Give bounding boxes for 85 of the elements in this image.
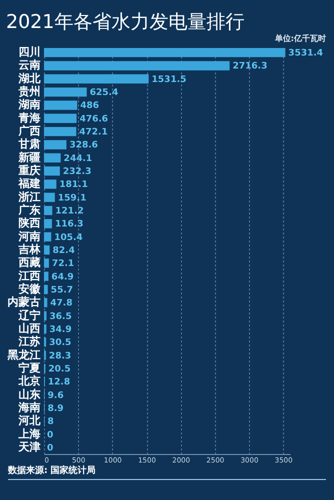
- bar: [44, 166, 60, 176]
- y-tick-label: 青海: [18, 111, 40, 124]
- y-tick-label: 西藏: [18, 256, 40, 270]
- data-label: 1531.5: [152, 74, 186, 85]
- y-tick-label: 安徽: [18, 282, 42, 296]
- data-label: 47.8: [50, 298, 72, 309]
- data-label: 625.4: [90, 88, 118, 98]
- y-tick-label: 北京: [18, 374, 40, 388]
- y-tick-label: 湖北: [18, 72, 42, 85]
- data-label: 64.9: [51, 272, 74, 282]
- data-label: 30.5: [49, 338, 72, 348]
- y-tick-label: 重庆: [18, 164, 40, 178]
- bar: [44, 219, 52, 228]
- data-label: 20.5: [48, 364, 71, 374]
- data-label: 472.1: [79, 128, 108, 138]
- y-tick-label: 上海: [18, 427, 40, 440]
- data-label: 8.9: [48, 404, 64, 414]
- data-label: 9.6: [48, 390, 64, 401]
- y-tick-label: 广东: [18, 204, 40, 217]
- bar: [44, 232, 52, 242]
- bar: [44, 48, 286, 58]
- data-label: 232.3: [62, 167, 92, 178]
- bar: [44, 180, 56, 189]
- data-label: 486: [80, 101, 100, 112]
- y-tick-label: 内蒙古: [8, 296, 40, 309]
- data-label: 105.4: [54, 232, 83, 243]
- data-label: 3531.4: [288, 48, 324, 59]
- bar: [44, 258, 49, 268]
- data-label: 476.6: [80, 114, 108, 124]
- data-label: 2716.3: [232, 62, 268, 72]
- bar: [44, 284, 48, 294]
- bar: [44, 126, 76, 136]
- y-tick-label: 四川: [18, 46, 40, 59]
- y-tick-label: 辽宁: [18, 308, 40, 322]
- bar: [44, 206, 52, 216]
- y-tick-label: 天津: [18, 440, 40, 454]
- y-tick-label: 河南: [18, 230, 40, 243]
- y-tick-label: 黑龙江: [6, 348, 40, 362]
- y-tick-label: 湖南: [18, 98, 40, 112]
- bar: [44, 153, 61, 162]
- bar: [44, 87, 87, 97]
- y-tick-label: 江苏: [18, 335, 40, 348]
- bar: [44, 100, 78, 110]
- data-label: 72.1: [52, 259, 74, 270]
- y-tick-label: 浙江: [18, 190, 40, 204]
- data-label: 55.7: [50, 285, 74, 296]
- bar: [44, 140, 66, 150]
- bar: [44, 272, 48, 281]
- data-label: 121.2: [55, 206, 84, 217]
- y-tick-label: 海南: [18, 400, 40, 414]
- bar: [44, 114, 77, 123]
- y-tick-label: 广西: [18, 124, 40, 138]
- data-label: 159.1: [58, 193, 86, 204]
- data-label: 328.6: [69, 140, 98, 151]
- y-tick-label: 吉林: [18, 243, 42, 256]
- source-note: 数据来源: 国家统计局: [8, 464, 326, 480]
- bar: [44, 192, 55, 202]
- data-label: 244.1: [64, 154, 92, 164]
- y-tick-label: 河北: [18, 414, 42, 428]
- y-tick-label: 山东: [18, 388, 40, 401]
- data-label: 12.8: [48, 378, 70, 388]
- chart-title: 2021年各省水力发电量排行: [6, 11, 244, 33]
- data-label: 0: [47, 443, 54, 454]
- y-tick-label: 新疆: [18, 150, 40, 164]
- bar: [44, 74, 149, 84]
- bar: [44, 61, 230, 70]
- data-label: 8: [48, 417, 54, 428]
- y-tick-label: 山西: [18, 322, 40, 335]
- y-tick-label: 陕西: [18, 216, 40, 230]
- data-label: 116.3: [54, 220, 84, 230]
- y-tick-label: 福建: [18, 177, 40, 190]
- text: 单位:亿千瓦时: [274, 33, 326, 44]
- y-tick-label: 江西: [18, 269, 40, 282]
- data-label: 36.5: [49, 312, 72, 322]
- data-label: 181.1: [59, 180, 88, 190]
- data-label: 82.4: [52, 246, 75, 256]
- y-tick-label: 宁夏: [18, 361, 40, 374]
- bar: [44, 245, 50, 255]
- bar: [44, 298, 48, 308]
- y-tick-label: 贵州: [18, 85, 40, 98]
- y-tick-label: 云南: [18, 58, 40, 72]
- data-label: 34.9: [49, 324, 72, 335]
- data-label: 28.3: [48, 351, 72, 362]
- y-tick-label: 甘肃: [18, 138, 40, 151]
- data-label: 0: [47, 430, 54, 440]
